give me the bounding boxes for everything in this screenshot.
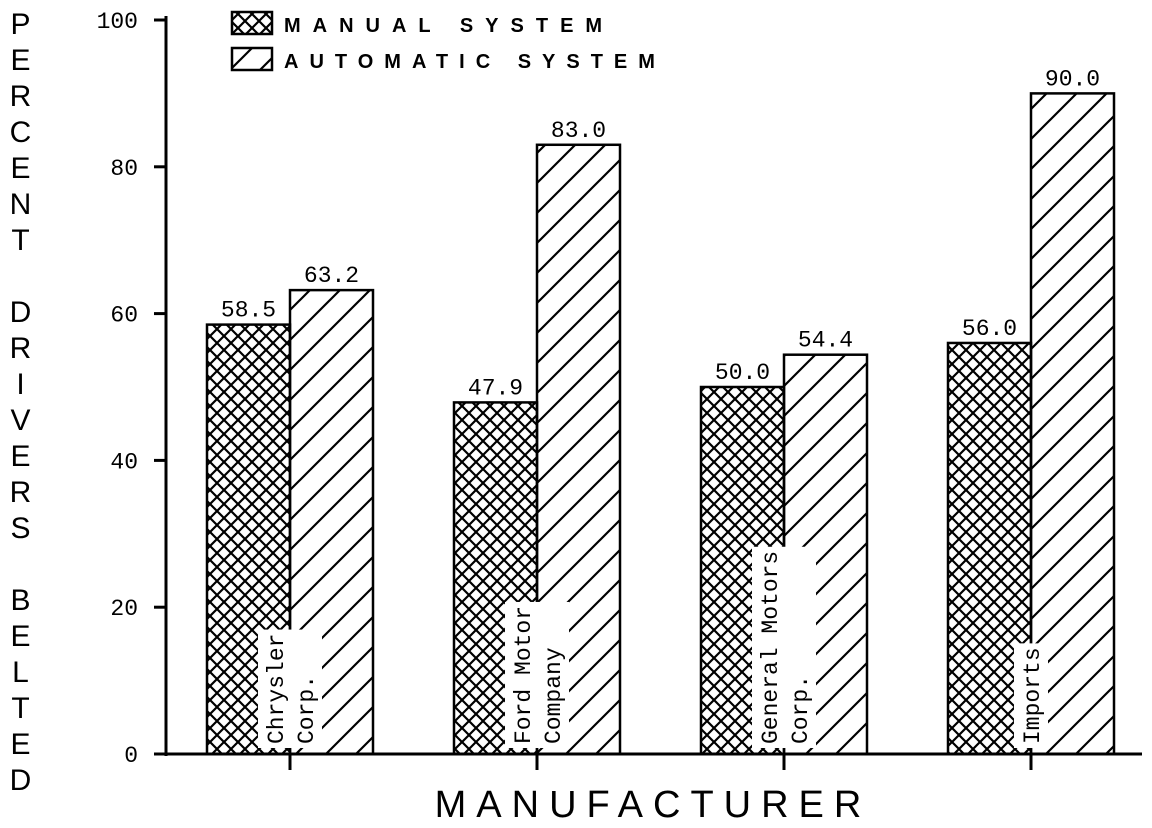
y-tick-label: 80	[110, 156, 138, 182]
category-label-line: Corp.	[788, 675, 814, 744]
category-label-line: General Motors	[758, 551, 784, 744]
value-label: 47.9	[468, 375, 523, 401]
bar	[288, 288, 375, 756]
y-tick-label: 60	[110, 303, 138, 329]
legend-label: MANUAL SYSTEM	[284, 15, 614, 37]
y-tick-label: 20	[110, 596, 138, 622]
category-label-line: Imports	[1020, 647, 1046, 744]
value-label: 56.0	[962, 316, 1017, 342]
category-label-line: Company	[541, 647, 567, 744]
category-label-line: Chrysler	[264, 634, 290, 744]
legend-label: AUTOMATIC SYSTEM	[284, 51, 666, 73]
category-label: Imports	[1014, 643, 1048, 748]
category-label-bg	[505, 601, 569, 748]
category-label-bg	[258, 629, 322, 748]
value-label: 54.4	[798, 328, 853, 354]
legend-swatch	[230, 10, 274, 36]
category-label-bg	[752, 546, 816, 748]
y-tick-label: 40	[110, 449, 138, 475]
category-label-line: Ford Motor	[511, 606, 537, 744]
x-axis-label: MANUFACTURER	[434, 784, 872, 826]
legend-swatch	[230, 46, 274, 72]
category-label-bg	[1014, 643, 1048, 748]
value-label: 83.0	[551, 118, 606, 144]
y-axis-label: PERCENT DRIVERS BELTED	[4, 8, 37, 800]
value-label: 50.0	[715, 360, 770, 386]
y-tick-label: 100	[97, 9, 138, 35]
category-label: General Motors Corp.	[752, 546, 816, 748]
category-label: Ford Motor Company	[505, 601, 569, 748]
value-label: 63.2	[304, 263, 359, 289]
y-tick-label: 0	[124, 743, 138, 769]
value-label: 90.0	[1045, 66, 1100, 92]
category-label-line: Corp.	[294, 675, 320, 744]
value-label: 58.5	[221, 298, 276, 324]
category-label: Chrysler Corp.	[258, 629, 322, 748]
